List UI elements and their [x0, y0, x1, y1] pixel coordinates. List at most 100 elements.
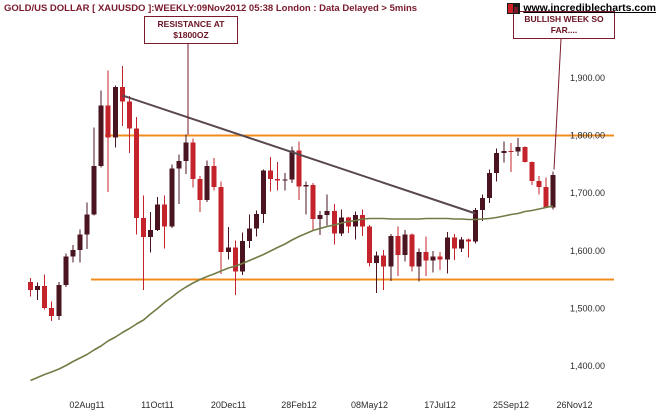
- candle-body: [381, 255, 386, 267]
- y-axis-label: 1,800.00: [570, 131, 605, 141]
- candle-body: [303, 185, 309, 187]
- x-axis-label: 28Feb12: [281, 400, 317, 410]
- candle-body: [162, 204, 167, 227]
- annotation-resistance[interactable]: RESISTANCE AT $1800OZ: [144, 16, 238, 45]
- candle-body: [28, 282, 33, 290]
- x-axis-label: 02Aug11: [69, 400, 104, 410]
- candle-body: [204, 166, 210, 200]
- brand-text: www.incrediblecharts.com: [523, 2, 656, 14]
- candle-body: [480, 198, 485, 210]
- candle-body: [367, 226, 372, 263]
- candle-body: [324, 211, 330, 215]
- candle-body: [508, 151, 514, 152]
- candle-body: [35, 286, 40, 290]
- candle-body: [501, 151, 507, 153]
- candle-body: [56, 285, 62, 316]
- candle-body: [423, 252, 429, 261]
- candle-body: [42, 286, 47, 308]
- candle-body: [550, 175, 556, 208]
- x-axis-label: 17Jul12: [424, 400, 456, 410]
- candle-body: [317, 215, 323, 219]
- candle-body: [374, 255, 379, 263]
- candle-body: [452, 237, 457, 249]
- candle-body: [254, 214, 259, 229]
- candle-body: [494, 153, 499, 173]
- candle-body: [416, 252, 422, 267]
- candle-body: [473, 210, 478, 242]
- candle-body: [240, 241, 245, 272]
- candle-body: [218, 187, 224, 252]
- candle-body: [395, 236, 401, 255]
- candle-body: [268, 170, 273, 179]
- annotation-bullish[interactable]: BULLISH WEEK SO FAR....: [513, 11, 615, 40]
- incrediblecharts-logo-icon: [507, 2, 521, 14]
- x-axis-label: 20Dec11: [211, 400, 246, 410]
- candle-body: [63, 256, 69, 285]
- candle-body: [402, 234, 408, 255]
- y-axis-label: 1,600.00: [570, 246, 605, 256]
- candle-body: [113, 87, 118, 138]
- candle-body: [77, 234, 83, 250]
- candle-body: [49, 308, 54, 316]
- annotation-text: BULLISH WEEK SO: [524, 14, 604, 24]
- candle-body: [127, 101, 132, 129]
- candle-body: [155, 204, 160, 230]
- candle-body: [134, 128, 139, 218]
- candle-body: [226, 247, 231, 252]
- brand-link[interactable]: www.incrediblecharts.com: [507, 2, 656, 14]
- candle-body: [233, 247, 238, 272]
- candle-body: [515, 147, 521, 152]
- candle-body: [190, 142, 196, 179]
- candle-body: [282, 179, 288, 181]
- y-axis-label: 1,900.00: [570, 73, 605, 83]
- candle-body: [105, 105, 111, 138]
- candle-body: [459, 239, 464, 249]
- bullish-pointer-line: [553, 38, 562, 170]
- candle-body: [339, 217, 344, 234]
- candle-body: [169, 168, 175, 227]
- y-axis-label: 1,700.00: [570, 188, 605, 198]
- candle-body: [332, 211, 337, 234]
- candle-body: [310, 185, 316, 219]
- annotation-text: RESISTANCE AT: [157, 19, 225, 29]
- candle-body: [211, 166, 217, 187]
- candle-body: [275, 179, 280, 181]
- candle-body: [487, 173, 492, 198]
- candle-body: [360, 215, 365, 227]
- candle-body: [98, 105, 104, 166]
- y-axis-label: 1,500.00: [570, 304, 605, 314]
- chart-title: GOLD/US DOLLAR [ XAUUSDO ]:WEEKLY:09Nov2…: [4, 3, 418, 14]
- x-axis-label: 08May12: [351, 400, 388, 410]
- candle-body: [437, 256, 443, 260]
- candle-body: [91, 166, 97, 215]
- trendline: [122, 94, 476, 215]
- candle-body: [388, 236, 394, 267]
- candle-body: [120, 87, 125, 102]
- candle-body: [522, 147, 528, 162]
- candle-body: [529, 162, 535, 181]
- annotation-text: $1800OZ: [173, 30, 209, 41]
- candle-body: [296, 150, 302, 187]
- x-axis-label: 26Nov12: [556, 400, 592, 410]
- candle-body: [261, 170, 266, 214]
- candle-body: [197, 179, 203, 200]
- candle-body: [536, 181, 542, 187]
- moving-average-line: [30, 205, 554, 382]
- candle-body: [247, 228, 252, 241]
- candle-body: [543, 187, 549, 208]
- y-axis-label: 1,400.00: [570, 361, 605, 371]
- candle-body: [289, 150, 295, 180]
- x-axis-label: 11Oct11: [141, 400, 174, 410]
- candle-body: [176, 161, 182, 169]
- candle-body: [141, 218, 146, 237]
- candle-body: [466, 239, 471, 242]
- candle-body: [430, 256, 436, 261]
- x-axis-label: 25Sep12: [493, 400, 529, 410]
- candle-body: [445, 237, 450, 260]
- candle-body: [70, 250, 76, 257]
- candle-body: [84, 214, 90, 235]
- candle-body: [409, 234, 415, 267]
- annotation-text: FAR....: [550, 25, 578, 36]
